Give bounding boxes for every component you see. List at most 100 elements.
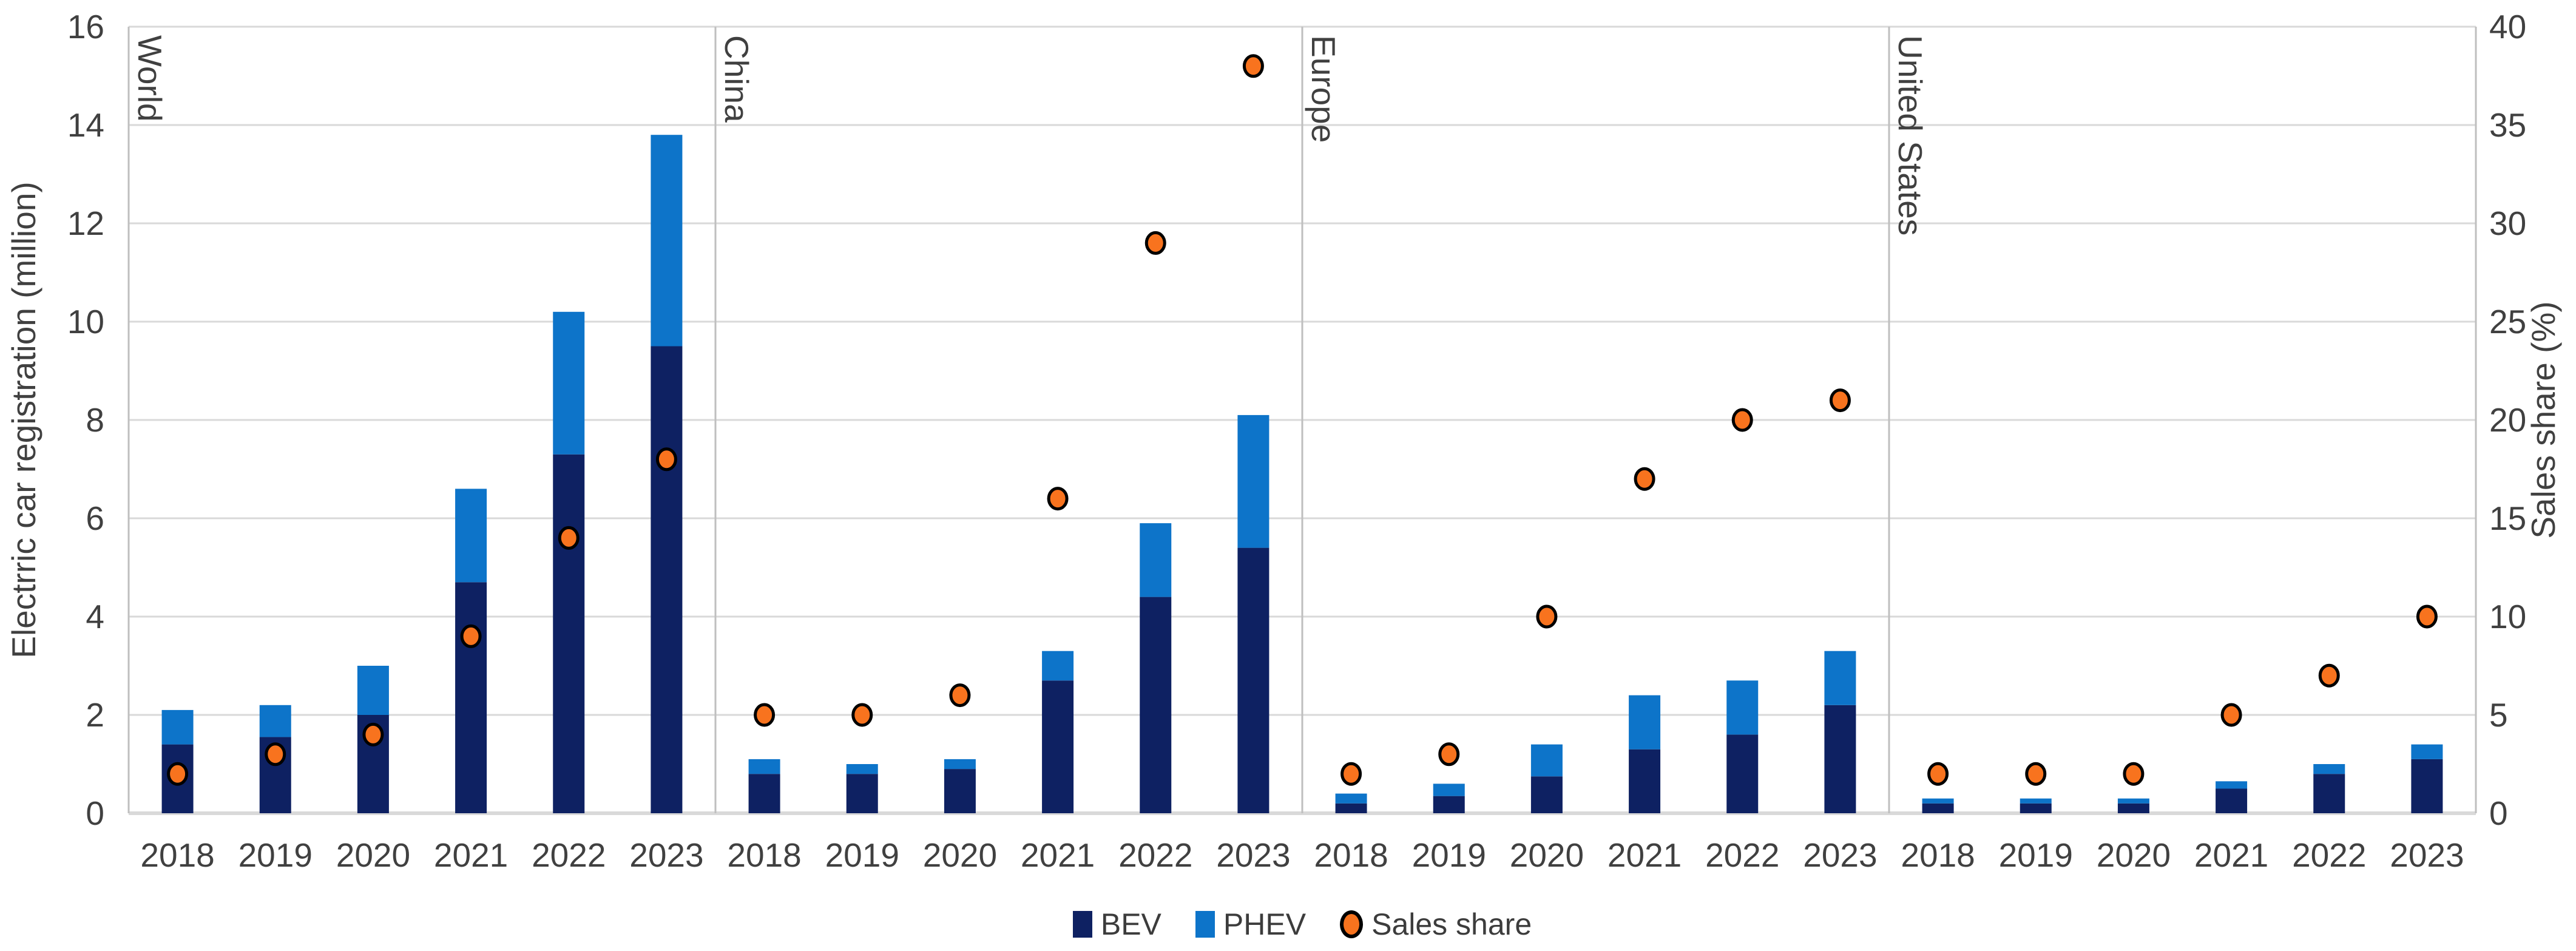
bev-bar-segment [455,582,487,813]
sales-share-point [362,722,384,746]
sales-share-point [2123,762,2145,786]
x-axis-tick-label: 2019 [825,836,899,874]
bev-bar-segment [2117,803,2149,813]
legend-label-bev: BEV [1100,907,1161,941]
bev-bar-segment [1140,597,1172,813]
sales-share-point [1829,388,1851,413]
phev-bar-segment [944,759,976,770]
panel-label: United States [1891,35,1929,235]
phev-bar-segment [1335,793,1367,804]
bev-bar-segment [1433,796,1465,813]
panel-label: China [718,35,756,123]
sales-share-point [265,742,286,767]
bev-bar-segment [1335,803,1367,813]
sales-share-point [655,447,677,472]
bev-bar-segment [748,774,780,813]
phev-bar-segment [1237,415,1269,548]
bev-bar-segment [944,769,976,813]
sales-share-point [1242,54,1264,78]
x-axis-tick-label: 2019 [1412,836,1486,874]
sales-share-point [1536,604,1558,629]
legend-item-sales-share: Sales share [1340,907,1532,942]
sales-share-point [167,762,189,786]
right-axis-tick-label: 5 [2489,696,2508,734]
sales-share-point [851,703,873,727]
x-axis-tick-label: 2018 [727,836,801,874]
phev-bar-segment [651,135,683,347]
bev-bar-segment [2216,788,2248,813]
right-axis-tick-label: 20 [2489,401,2526,439]
x-axis-tick-label: 2021 [2194,836,2268,874]
sales-share-point [1144,231,1166,255]
sales-share-point [1634,467,1655,491]
left-axis-tick-label: 0 [86,794,104,832]
phev-bar-segment [2313,764,2345,774]
sales-share-point [1340,762,1362,786]
x-axis-tick-label: 2023 [629,836,703,874]
phev-bar-segment [1140,523,1172,597]
x-axis-tick-label: 2018 [1314,836,1388,874]
x-axis-tick-label: 2022 [1118,836,1192,874]
phev-bar-segment [2117,798,2149,804]
phev-bar-segment [259,705,291,737]
bev-bar-segment [651,346,683,813]
x-axis-tick-label: 2020 [336,836,410,874]
left-axis-tick-label: 12 [67,205,104,242]
x-axis-tick-label: 2021 [1021,836,1095,874]
x-axis-tick-label: 2018 [1901,836,1975,874]
bev-bar-segment [1824,705,1856,813]
bev-bar-segment [1237,547,1269,813]
left-axis-tick-label: 16 [67,8,104,46]
bev-bar-segment [2411,759,2443,813]
right-axis-title: Sales share (%) [2524,301,2562,538]
legend-item-phev: PHEV [1195,907,1306,942]
bev-bar-segment [553,454,585,813]
x-axis-tick-label: 2022 [1705,836,1779,874]
x-axis-tick-label: 2023 [1216,836,1290,874]
x-axis-tick-label: 2020 [2097,836,2171,874]
right-axis-tick-label: 15 [2489,499,2526,537]
phev-bar-segment [846,764,878,774]
sales-share-point [754,703,776,727]
phev-bar-segment [1726,680,1759,735]
phev-bar-segment [1629,695,1661,750]
sales-share-point [2318,663,2340,688]
panel-label: World [131,35,169,122]
bev-bar-segment [846,774,878,813]
sales-share-point [1047,487,1069,511]
x-axis-tick-label: 2021 [1607,836,1682,874]
phev-bar-segment [1824,651,1856,705]
x-axis-tick-label: 2021 [434,836,508,874]
legend-label-phev: PHEV [1223,907,1307,941]
phev-bar-segment [1922,798,1954,804]
phev-bar-segment [1433,783,1465,796]
sales-share-point [2416,604,2438,629]
right-axis-tick-label: 25 [2489,303,2526,340]
sales-share-point [949,683,971,708]
x-axis-tick-label: 2019 [238,836,313,874]
legend-item-bev: BEV [1072,907,1161,942]
phev-swatch-icon [1195,911,1215,938]
left-axis-tick-label: 14 [67,106,104,144]
bev-bar-segment [1530,776,1563,813]
x-axis-tick-label: 2019 [1999,836,2073,874]
phev-bar-segment [748,759,780,774]
sales-share-point [1927,762,1949,786]
phev-bar-segment [553,311,585,455]
legend: BEV PHEV Sales share [129,903,2476,946]
bev-bar-segment [2313,774,2345,813]
phev-bar-segment [161,709,194,745]
x-axis-tick-label: 2020 [923,836,997,874]
right-axis-tick-label: 10 [2489,598,2526,635]
phev-bar-segment [357,666,389,715]
x-axis-tick-label: 2023 [2390,836,2464,874]
bev-bar-segment [1042,680,1074,813]
right-axis-tick-label: 0 [2489,794,2508,832]
right-axis-tick-label: 35 [2489,106,2526,144]
right-axis-tick-label: 40 [2489,8,2526,46]
bev-swatch-icon [1072,911,1092,938]
sales-share-point [2220,703,2242,727]
sales-share-point [1438,742,1460,767]
phev-bar-segment [2216,781,2248,789]
